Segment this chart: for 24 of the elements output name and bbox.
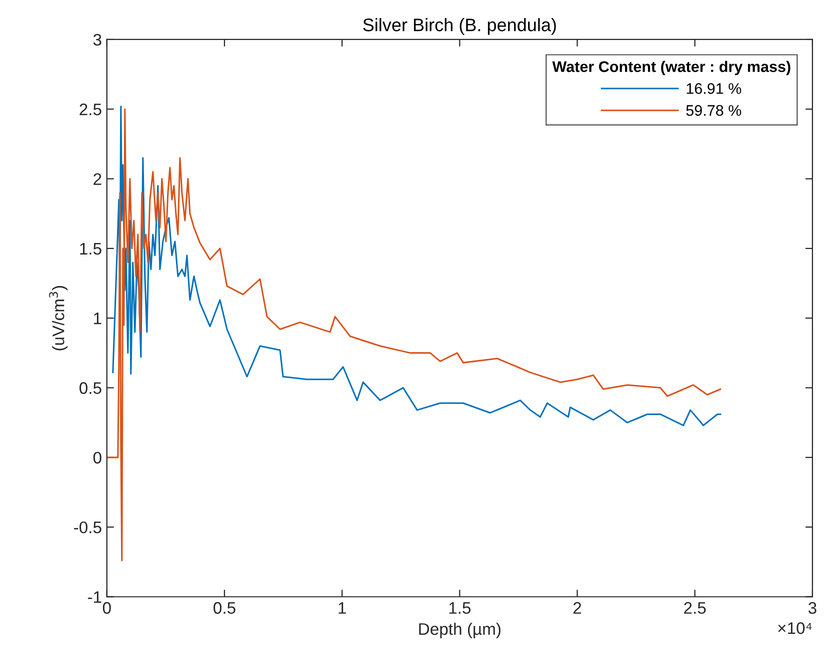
y-tick-label: -1 xyxy=(88,591,102,603)
y-tick-label: 3 xyxy=(93,34,102,46)
y-tick-label: -0.5 xyxy=(74,521,102,534)
x-tick-label: 1.5 xyxy=(449,602,471,614)
text: ×10⁴ xyxy=(778,622,812,634)
x-tick-label: 1 xyxy=(338,602,346,614)
y-tick-label: 1 xyxy=(94,312,102,324)
y-tick-label: 1.5 xyxy=(80,243,102,255)
legend-title: Water Content (water : dry mass) xyxy=(552,60,790,76)
x-tick-label: 0.5 xyxy=(214,602,236,614)
legend-label: 59.78 % xyxy=(686,105,742,116)
chart-title: Silver Birch (B. pendula) xyxy=(363,18,556,35)
y-tick-label: 0.5 xyxy=(80,382,102,394)
x-tick-label: 2 xyxy=(573,602,582,614)
x-axis-title: Depth (µm) xyxy=(419,622,500,638)
line-series xyxy=(112,106,722,426)
legend-label: 16.91 % xyxy=(686,83,742,94)
x-tick-label: 2.5 xyxy=(684,602,706,614)
y-tick-label: 2 xyxy=(94,173,102,185)
x-tick-label: 3 xyxy=(808,602,816,614)
y-tick-label: 2.5 xyxy=(80,104,102,116)
y-axis-title: (uV/cm$^{3}$) xyxy=(49,286,68,350)
y-tick-label: 0 xyxy=(93,452,102,464)
x-tick-label: 0 xyxy=(102,602,111,614)
